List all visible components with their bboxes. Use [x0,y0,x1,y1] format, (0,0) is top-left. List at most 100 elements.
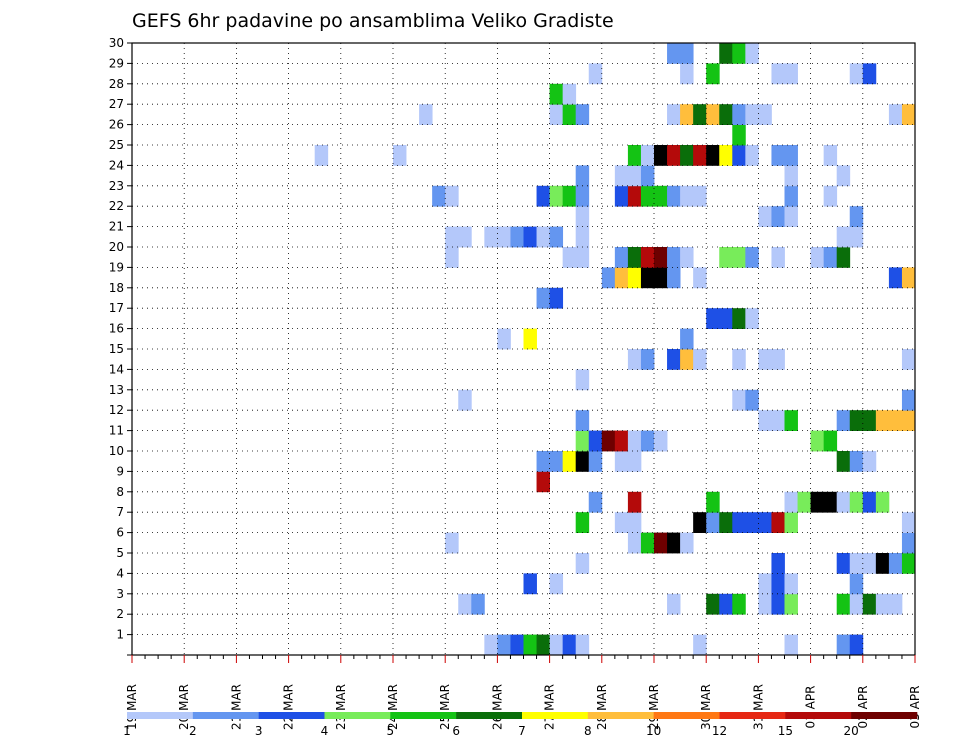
heatmap-cell [875,491,890,513]
heatmap-cell [771,63,785,85]
heatmap-cell [771,512,785,533]
heatmap-cell [654,247,668,268]
heatmap-cell [693,145,707,166]
y-tick-label: 2 [116,607,124,621]
heatmap-cell [523,226,537,248]
heatmap-cell [588,451,603,472]
heatmap-cell [640,185,655,207]
heatmap-cell [510,634,524,656]
heatmap-cell [784,206,798,227]
heatmap-cell [901,553,916,574]
y-tick-label: 30 [109,36,124,50]
heatmap-cell [432,185,446,207]
heatmap-cell [862,491,877,513]
heatmap-cell [627,532,642,554]
heatmap-cell [888,593,903,615]
heatmap-cell [640,145,655,166]
heatmap-cell [393,145,407,166]
heatmap-cell [732,145,746,166]
heatmap-cell [732,593,746,615]
colorbar-swatch [192,712,259,719]
heatmap-cell [575,634,590,656]
heatmap-cell [771,593,785,615]
heatmap-cell [614,247,629,268]
heatmap-cell [575,451,590,472]
heatmap-cell [758,410,772,431]
heatmap-cell [627,349,642,370]
heatmap-cell [667,104,681,125]
heatmap-cell [654,267,668,289]
heatmap-cell [627,491,642,513]
heatmap-cell [875,410,890,431]
heatmap-cell [667,267,681,289]
heatmap-cell [745,512,759,533]
heatmap-cell [445,532,459,554]
y-tick-label: 10 [109,444,124,458]
heatmap-cell [640,267,655,289]
heatmap-cell [562,634,577,656]
colorbar-swatch [127,712,194,719]
heatmap-cell [901,267,916,289]
heatmap-cell [536,185,550,207]
heatmap-cell [614,451,629,472]
heatmap-cell [771,145,785,166]
x-tick-label: 28 MAR [595,684,609,730]
heatmap-cell [549,185,564,207]
heatmap-cell [575,226,590,248]
heatmap-cell [575,206,590,227]
heatmap-cell [445,226,459,248]
heatmap-cell [888,553,903,574]
heatmap-cell [693,634,707,656]
heatmap-cell [562,83,577,105]
heatmap-cell [719,512,733,533]
heatmap-cell [836,553,851,574]
heatmap-cell [536,451,550,472]
heatmap-cell [849,634,864,656]
heatmap-cell [445,185,459,207]
heatmap-cell [614,267,629,289]
y-tick-label: 25 [109,138,124,152]
heatmap-cell [836,226,851,248]
heatmap-cell [458,593,472,615]
heatmap-cell [719,308,733,329]
heatmap-cell [745,389,759,411]
heatmap-cell [784,573,798,595]
heatmap-cell [693,512,707,533]
heatmap-cell [758,593,772,615]
heatmap-cell [588,491,603,513]
heatmap-cell [862,410,877,431]
heatmap-cell [627,430,642,452]
heatmap-cell [640,430,655,452]
heatmap-cell [836,593,851,615]
heatmap-cell [810,491,825,513]
heatmap-cell [784,512,798,533]
heatmap-cell [771,206,785,227]
x-tick-label: 26 MAR [490,684,504,730]
heatmap-cell [536,471,550,493]
colorbar-label: 8 [584,724,592,738]
heatmap-cell [706,63,720,85]
y-tick-label: 21 [109,220,124,234]
heatmap-cell [693,185,707,207]
heatmap-cell [836,491,851,513]
heatmap-cell [706,104,720,125]
heatmap-cell [536,287,550,309]
y-tick-label: 28 [109,77,124,91]
colorbar-label: 12 [712,724,727,738]
heatmap-cell [575,553,590,574]
y-tick-label: 9 [116,464,124,478]
heatmap-cell [445,247,459,268]
heatmap-cell [458,226,472,248]
heatmap-cell [523,573,537,595]
y-tick-label: 17 [109,301,124,315]
colorbar-swatch [390,712,457,719]
heatmap-cell [693,349,707,370]
heatmap-cell [680,532,694,554]
heatmap-cell [836,247,851,268]
heatmap-cell [771,553,785,574]
heatmap-cell [601,267,616,289]
heatmap-cell [732,43,746,64]
heatmap-cell [901,104,916,125]
x-tick-label: 01 APR [804,686,818,729]
heatmap-cell [810,247,825,268]
